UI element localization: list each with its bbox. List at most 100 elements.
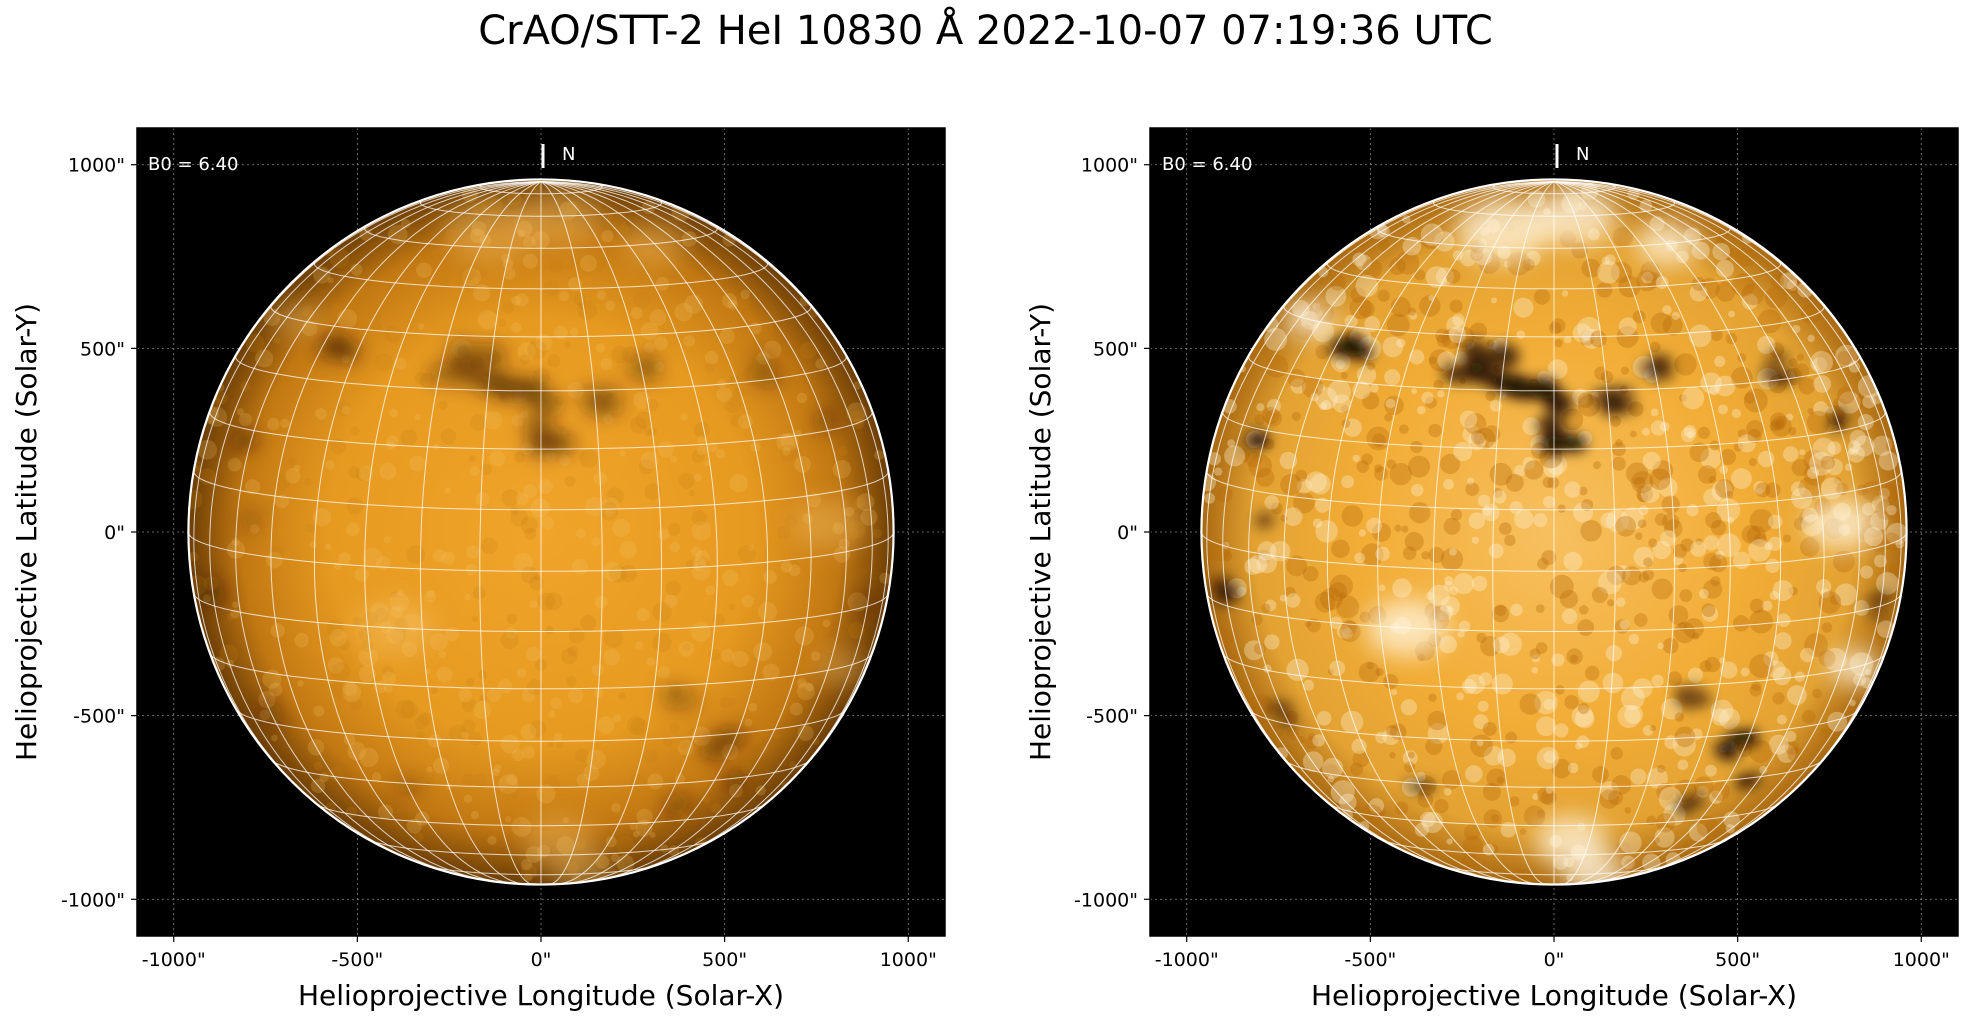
texture-grain (1651, 578, 1673, 600)
texture-grain (1490, 297, 1497, 304)
b0-label: B0 = 6.40 (148, 154, 238, 175)
texture-grain (329, 248, 350, 269)
texture-grain (669, 542, 681, 553)
dark-filament (552, 434, 572, 453)
texture-grain (1698, 588, 1709, 599)
x-tick-label: -1000" (142, 949, 206, 971)
texture-grain (493, 764, 502, 773)
texture-grain (603, 649, 620, 666)
x-tick-label: -500" (1344, 949, 1396, 971)
texture-grain (618, 692, 626, 700)
texture-grain (1577, 316, 1601, 341)
texture-grain (524, 527, 537, 540)
parallel-line (1492, 182, 1616, 195)
texture-grain (501, 489, 519, 507)
texture-grain (1443, 517, 1461, 535)
texture-grain (1672, 733, 1696, 757)
texture-grain (1285, 593, 1301, 608)
texture-grain (781, 446, 791, 456)
texture-grain (1551, 758, 1572, 779)
texture-grain (1248, 555, 1268, 574)
texture-grain (474, 773, 488, 788)
texture-grain (1341, 628, 1353, 640)
texture-grain (652, 602, 672, 622)
meridian-line (1248, 181, 1555, 878)
texture-grain (416, 262, 432, 278)
texture-grain (1290, 378, 1306, 394)
texture-grain (1790, 481, 1806, 496)
texture-grain (1437, 390, 1445, 398)
texture-grain (1546, 454, 1568, 476)
texture-grain (1417, 653, 1425, 662)
texture-grain (1446, 316, 1465, 335)
texture-grain (667, 523, 681, 536)
texture-grain (515, 492, 529, 506)
texture-grain (1329, 274, 1346, 291)
north-marker: N (1555, 144, 1589, 168)
texture-grain (327, 657, 344, 674)
texture-grain (1327, 668, 1334, 675)
texture-grain (702, 796, 710, 804)
texture-grain (1849, 429, 1867, 447)
texture-grain (377, 804, 394, 820)
texture-grain (720, 648, 735, 663)
texture-grain (1468, 512, 1486, 529)
texture-grain (406, 545, 426, 565)
texture-grain (1540, 789, 1557, 806)
texture-grain (556, 741, 564, 749)
texture-grain (635, 819, 653, 837)
texture-grain (1441, 769, 1462, 790)
texture-grain (1598, 570, 1622, 595)
texture-grain (1807, 408, 1814, 415)
texture-grain (1614, 565, 1631, 581)
texture-grain (1409, 502, 1431, 524)
dark-filament (670, 684, 690, 695)
texture-grain (611, 803, 621, 813)
texture-grain (684, 294, 704, 314)
texture-grain (1464, 413, 1487, 435)
texture-grain (1498, 632, 1522, 656)
texture-grain (1710, 576, 1721, 587)
texture-grain (1208, 540, 1231, 562)
texture-grain (1505, 731, 1518, 744)
texture-grain (1593, 461, 1602, 470)
texture-grain (273, 337, 281, 344)
texture-grain (1860, 565, 1874, 579)
texture-grain (309, 541, 317, 549)
texture-grain (704, 350, 719, 365)
texture-grain (1498, 522, 1512, 535)
texture-grain (1561, 408, 1584, 431)
texture-grain (1356, 365, 1377, 385)
texture-grain (283, 639, 291, 648)
texture-grain (678, 641, 695, 657)
texture-grain (359, 747, 379, 768)
texture-grain (522, 253, 538, 269)
texture-grain (1471, 536, 1480, 544)
texture-grain (721, 569, 739, 587)
texture-grain (1261, 603, 1271, 614)
texture-grain (1464, 673, 1486, 695)
texture-grain (1657, 642, 1664, 650)
texture-grain (1804, 633, 1828, 657)
texture-grain (501, 811, 521, 831)
texture-grain (523, 483, 538, 499)
texture-grain (811, 474, 832, 495)
texture-grain (1428, 584, 1451, 607)
texture-grain (328, 766, 345, 782)
texture-grain (1542, 495, 1556, 509)
texture-grain (1452, 313, 1465, 327)
texture-grain (346, 497, 364, 515)
parallel-line (1222, 410, 1886, 450)
texture-grain (1319, 402, 1328, 411)
texture-grain (1358, 529, 1367, 537)
texture-grain (524, 192, 531, 199)
texture-grain (511, 748, 524, 762)
texture-grain (649, 831, 656, 838)
texture-grain (1339, 621, 1361, 643)
panel-left: N B0 = 6.40 -1000" -500" 0" 500" 1000" 1000"… (10, 127, 946, 1012)
texture-grain (1609, 415, 1621, 427)
texture-grain (644, 342, 655, 353)
x-tick-label: 1000" (880, 949, 937, 971)
texture-grain (1704, 764, 1717, 777)
texture-grain (1476, 632, 1487, 643)
